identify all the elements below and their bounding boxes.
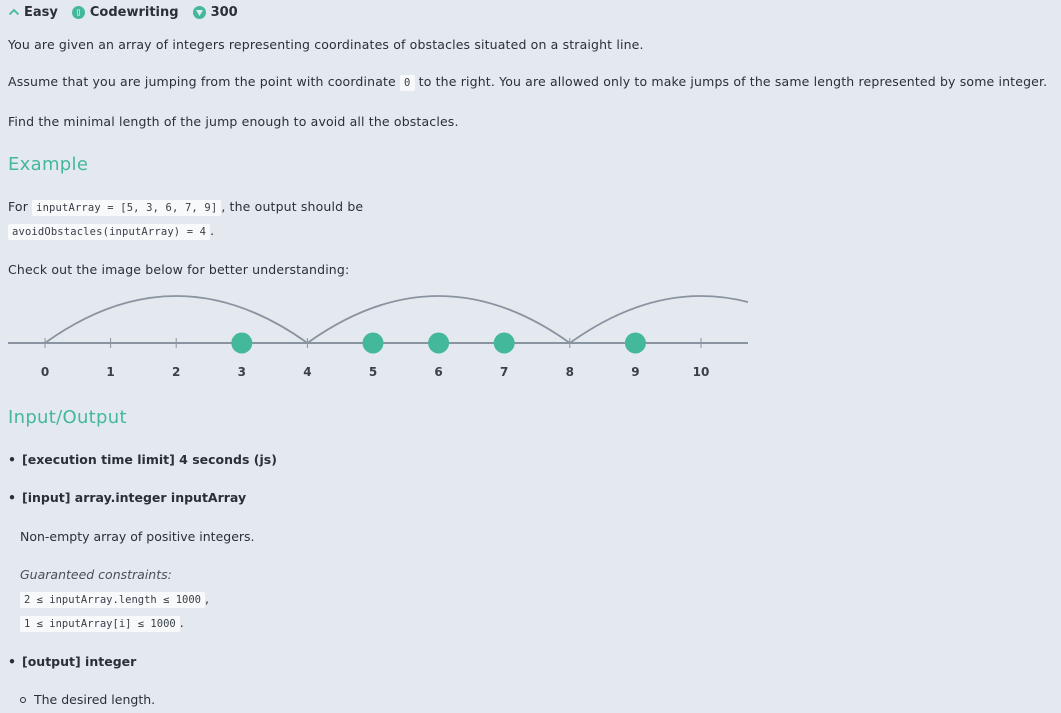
constraint-2: 1 ≤ inputArray[i] ≤ 1000. [20,615,184,632]
output-description: The desired length. [20,692,155,707]
points-tag: 300 [192,4,238,20]
input-description: Non-empty array of positive integers. [20,529,255,544]
constraints-label: Guaranteed constraints: [20,567,172,582]
points-label: 300 [210,4,238,20]
axis-tick-label: 8 [566,365,574,379]
points-icon [192,5,206,19]
example-input-code: inputArray = [5, 3, 6, 7, 9] [32,200,222,216]
codewriting-icon [71,5,85,19]
jump-diagram: 0 1 2 3 4 5 6 7 8 9 10 [8,295,748,379]
jump-arc [306,295,571,344]
difficulty-label: Easy [24,4,58,20]
circle-bullet-icon [20,697,26,703]
bullet-dot: • [8,452,16,467]
bullet-dot: • [8,490,16,505]
example-input-line: For inputArray = [5, 3, 6, 7, 9], the ou… [8,199,364,216]
example-output-code: avoidObstacles(inputArray) = 4 [8,224,211,240]
description-line-2: Assume that you are jumping from the poi… [8,74,1048,91]
obstacle-dot [624,332,646,354]
io-heading: Input/Output [8,407,127,428]
axis-tick-label: 2 [172,365,180,379]
obstacle-dot [231,332,253,354]
axis-tick-label: 4 [303,365,311,379]
axis-tick-label: 10 [693,365,710,379]
jump-arc [44,295,308,344]
axis-tick-label: 0 [41,365,49,379]
obstacle-dot [493,332,515,354]
inline-code-zero: 0 [400,75,415,91]
image-note: Check out the image below for better und… [8,262,350,277]
difficulty-toggle[interactable]: Easy [8,5,58,20]
axis-tick-label: 1 [106,365,114,379]
jump-arc [569,295,748,344]
task-header: Easy Codewriting 300 [8,4,252,20]
axis-tick-label: 6 [434,365,442,379]
axis-tick-label: 5 [369,365,377,379]
category-tag: Codewriting [71,4,179,20]
example-heading: Example [8,154,89,175]
axis-tick-label: 9 [631,365,639,379]
category-label: Codewriting [89,4,179,20]
chevron-up-icon [8,8,20,16]
obstacle-dot [362,332,384,354]
example-output-line: avoidObstacles(inputArray) = 4. [8,223,214,240]
input-item: • [input] array.integer inputArray [8,490,247,505]
axis-tick-label: 7 [500,365,508,379]
obstacle-dot [428,332,450,354]
constraint-1: 2 ≤ inputArray.length ≤ 1000, [20,591,209,608]
output-item: • [output] integer [8,654,137,669]
description-line-3: Find the minimal length of the jump enou… [8,114,459,129]
axis-tick-label: 3 [238,365,246,379]
description-line-1: You are given an array of integers repre… [8,37,644,52]
time-limit-item: • [execution time limit] 4 seconds (js) [8,452,277,467]
bullet-dot: • [8,654,16,669]
